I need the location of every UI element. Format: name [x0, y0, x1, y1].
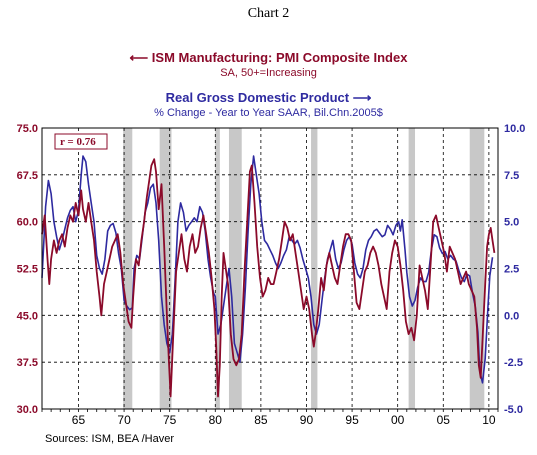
ism-series-line	[41, 158, 496, 398]
correlation-annotation: r = 0.76	[54, 133, 108, 150]
left-axis-tick-label: 67.5	[17, 170, 38, 182]
x-axis-tick-label: 10	[482, 413, 496, 427]
right-arrow-icon: ⟶	[352, 90, 372, 105]
x-axis-tick-label: 65	[72, 413, 86, 427]
gdp-series-line	[41, 155, 494, 384]
x-axis-tick-label: 85	[254, 413, 268, 427]
right-axis-tick-label: 5.0	[504, 217, 519, 229]
gdp-series-subtitle: % Change - Year to Year SAAR, Bil.Chn.20…	[154, 107, 383, 119]
right-axis-tick-label: -2.5	[504, 357, 523, 369]
series-lines	[41, 155, 496, 398]
x-axis-tick-label: 05	[437, 413, 451, 427]
left-axis-tick-label: 30.0	[17, 404, 38, 416]
right-axis-tick-label: -5.0	[504, 404, 523, 416]
left-axis-tick-label: 60.0	[17, 217, 38, 229]
source-note: Sources: ISM, BEA /Haver	[45, 433, 174, 445]
ism-series-subtitle: SA, 50+=Increasing	[220, 67, 317, 79]
recession-band	[408, 128, 416, 409]
left-axis-tick-label: 52.5	[17, 264, 38, 276]
left-axis-tick-label: 45.0	[17, 310, 38, 322]
x-axis-tick-label: 75	[163, 413, 177, 427]
correlation-box	[54, 133, 108, 150]
recession-band	[469, 128, 485, 409]
left-arrow-icon: ⟵	[129, 50, 149, 65]
x-axis-tick-label: 00	[391, 413, 405, 427]
chart-title: Chart 2	[247, 6, 290, 21]
x-axis-tick-label: 90	[300, 413, 314, 427]
gdp-title-text: Real Gross Domestic Product	[165, 90, 350, 105]
axis-labels: 30.0 37.5 45.0 52.5 60.0 67.5 75.0 -5.0 -2.5 0.0 2…	[17, 123, 526, 427]
correlation-label: r = 0.76	[60, 136, 96, 148]
right-axis-tick-label: 0.0	[504, 310, 519, 322]
gdp-series-title: Real Gross Domestic Product ⟶	[0, 90, 537, 106]
ism-title-text: ISM Manufacturing: PMI Composite Index	[151, 50, 408, 65]
right-axis-tick-label: 2.5	[504, 264, 519, 276]
x-axis-tick-label: 80	[209, 413, 223, 427]
x-axis-tick-label: 95	[345, 413, 359, 427]
right-axis-tick-label: 7.5	[504, 170, 519, 182]
ism-series-title: ⟵ ISM Manufacturing: PMI Composite Index	[0, 50, 537, 66]
left-axis-tick-label: 75.0	[17, 123, 38, 135]
left-axis-tick-label: 37.5	[17, 357, 38, 369]
x-axis-tick-label: 70	[117, 413, 131, 427]
right-axis-tick-label: 10.0	[504, 123, 525, 135]
